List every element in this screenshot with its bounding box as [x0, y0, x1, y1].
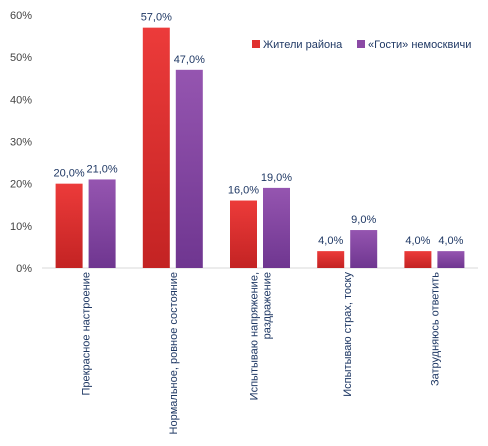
category-label: Нормальное, ровное состояние [168, 272, 180, 434]
category-label: Прекрасное настроение [81, 272, 93, 395]
bar-residents [142, 27, 170, 269]
y-tick-label: 20% [10, 179, 32, 191]
y-tick-label: 30% [10, 137, 32, 149]
bar-guests [263, 187, 290, 268]
legend-swatch [252, 40, 260, 48]
bar-guests [437, 251, 465, 268]
data-label: 9,0% [351, 214, 376, 226]
data-label: 4,0% [438, 235, 463, 247]
data-label: 21,0% [86, 163, 117, 175]
bar-residents [404, 251, 432, 268]
bar-residents [317, 251, 345, 268]
data-label: 57,0% [141, 12, 172, 24]
bar-guests [175, 69, 203, 268]
legend-label: Жители района [263, 39, 343, 51]
bar-guests [350, 230, 378, 268]
y-tick-label: 60% [10, 10, 32, 22]
category-labels: Прекрасное настроение Нормальное, ровное … [81, 272, 442, 435]
bars [55, 27, 465, 269]
data-label: 4,0% [318, 235, 343, 247]
legend-swatch [357, 40, 365, 48]
data-label: 4,0% [405, 235, 430, 247]
bar-residents [230, 200, 257, 268]
y-tick-label: 10% [10, 221, 32, 233]
data-labels: 20,0% 21,0% 57,0% 47,0% 16,0%19,0% 4,0% 9,0% 4,… [53, 12, 463, 247]
legend: Жители района «Гости» немосквичи [252, 39, 471, 51]
data-label: 47,0% [174, 54, 205, 66]
y-axis-ticks: 0% 10% 20% 30% 40% 50% 60% [10, 10, 32, 275]
y-tick-label: 40% [10, 94, 32, 106]
category-label: Затрудняюсь ответить [429, 272, 441, 386]
data-label: 19,0% [261, 172, 292, 184]
y-tick-label: 0% [16, 263, 32, 275]
y-tick-label: 50% [10, 52, 32, 64]
data-label: 20,0% [53, 168, 84, 180]
legend-label: «Гости» немосквичи [368, 39, 471, 51]
bar-guests [88, 179, 116, 268]
bar-residents [55, 183, 83, 268]
data-label: 16,0% [228, 185, 259, 197]
category-label: раздражение [262, 272, 274, 339]
category-label: Испытываю напряжение, [249, 272, 261, 400]
category-label: Испытываю страх, тоску [342, 272, 354, 397]
